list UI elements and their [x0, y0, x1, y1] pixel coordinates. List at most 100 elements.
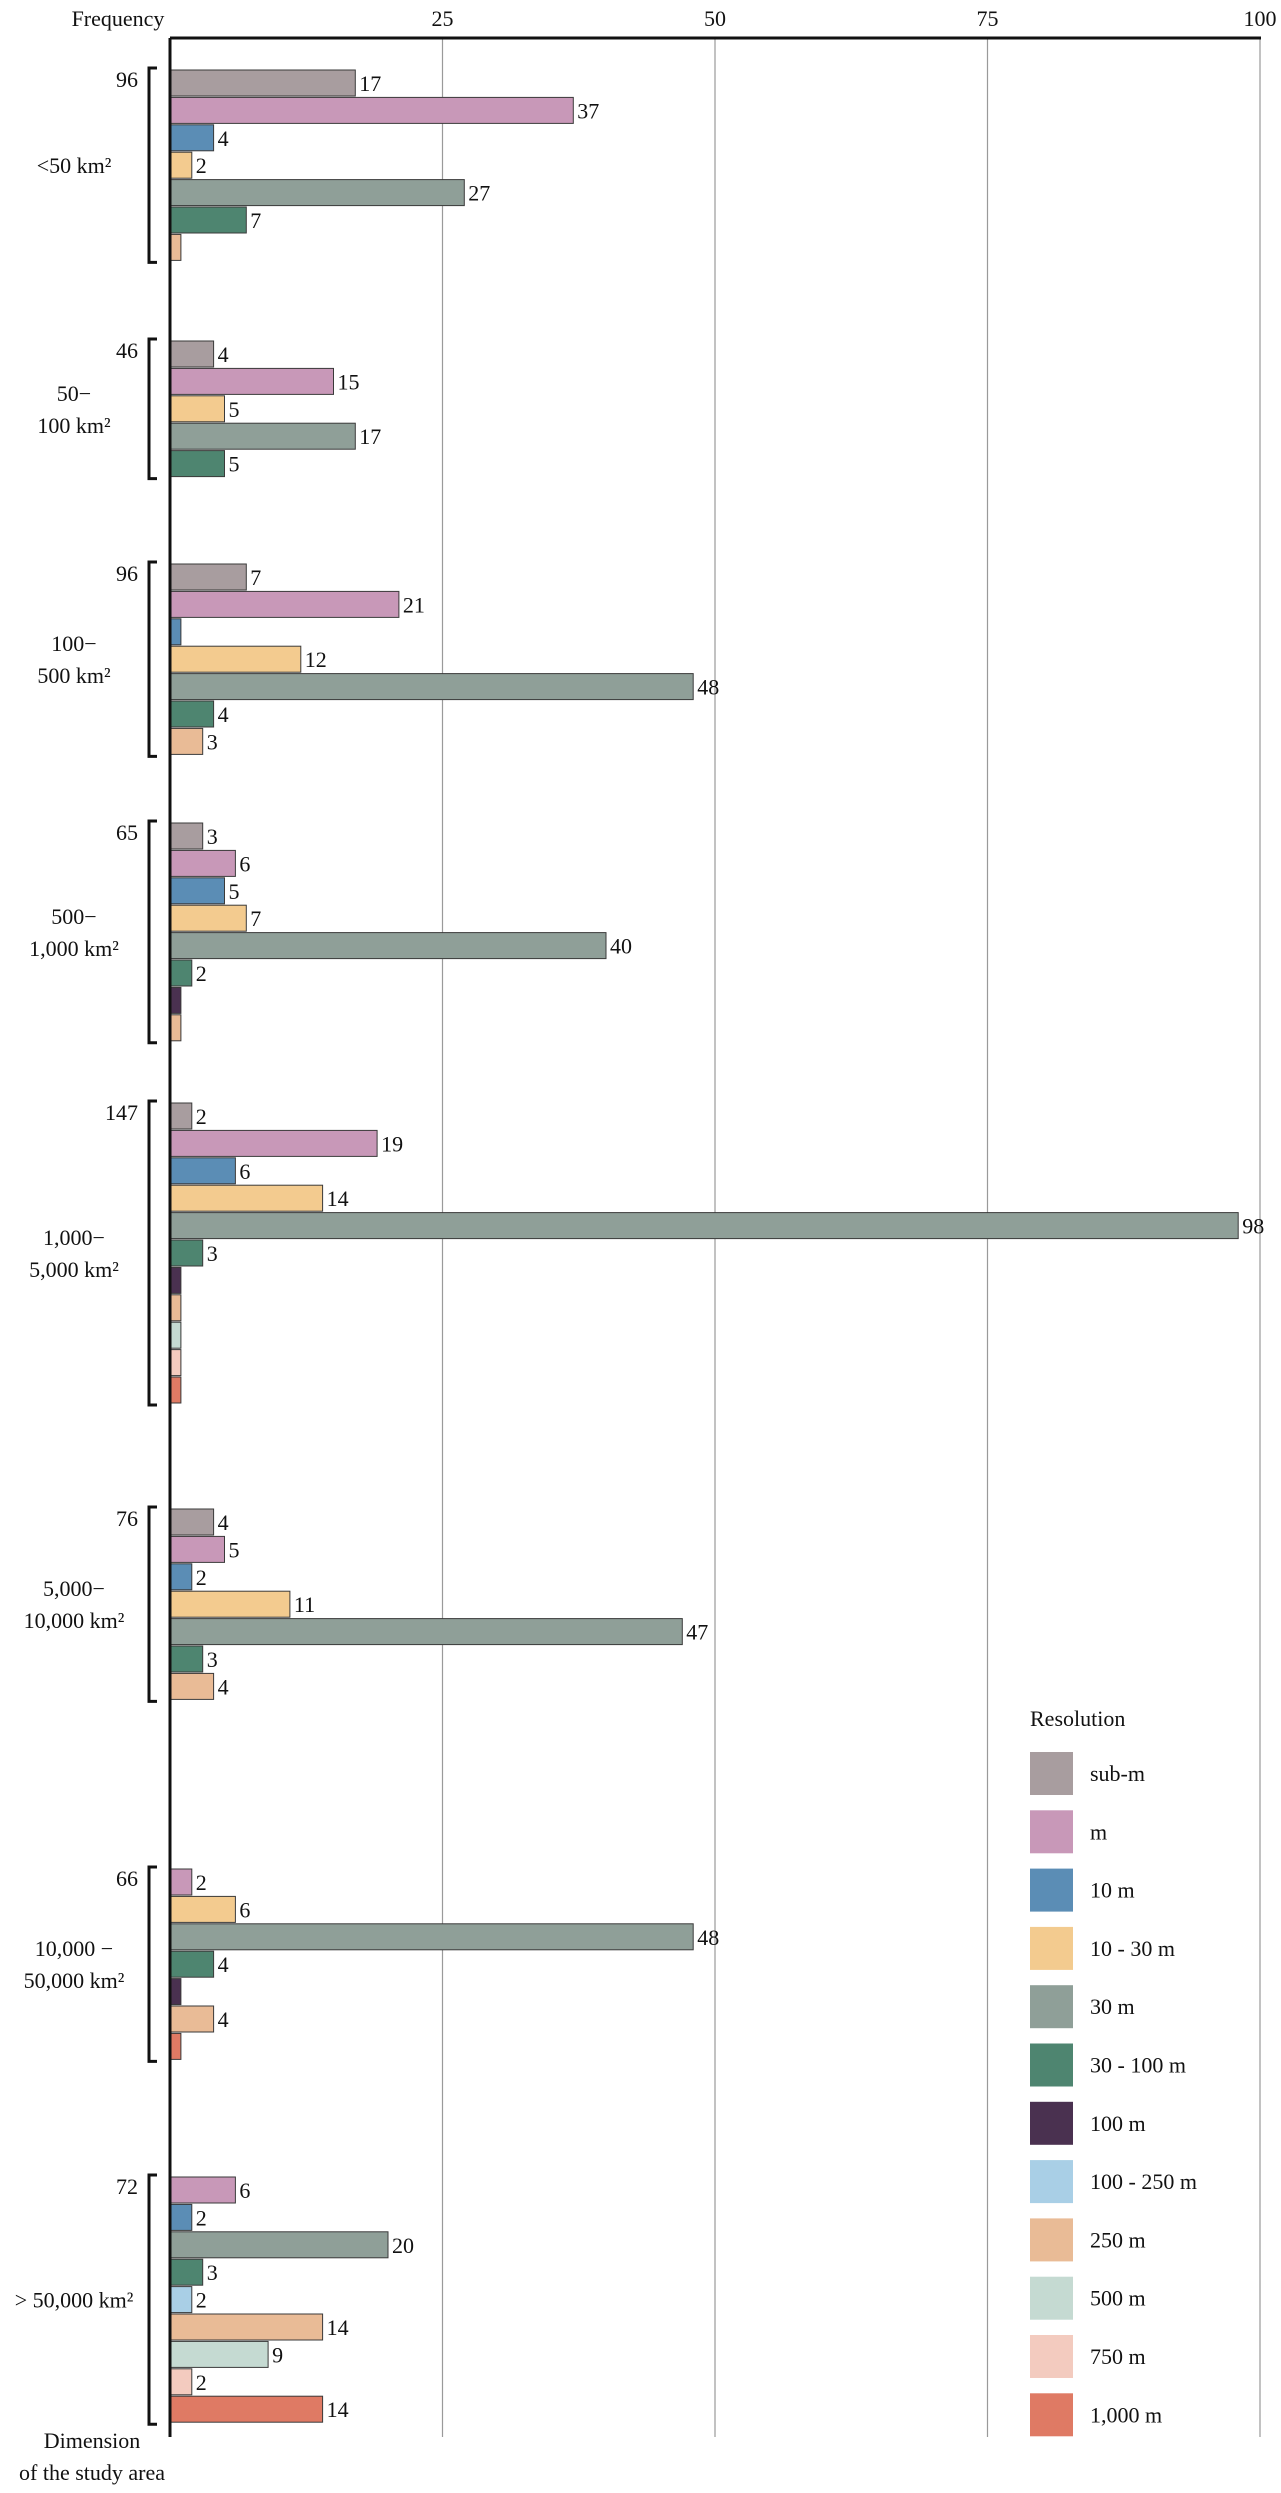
bar-value-label: 12 — [305, 647, 327, 672]
group-bracket — [147, 560, 157, 758]
bar-value-label: 6 — [239, 1897, 250, 1922]
group-label: 100− 500 km² — [37, 631, 111, 688]
legend-swatch — [1030, 1985, 1073, 2029]
group-bracket — [147, 2173, 157, 2426]
legend-swatch — [1030, 2276, 1073, 2320]
group-label-line: 500− — [51, 904, 96, 929]
bar — [169, 2368, 193, 2396]
legend-swatch — [1030, 2393, 1073, 2437]
bar-value-label: 2 — [196, 961, 207, 986]
group-total: 96 — [116, 561, 138, 586]
bar — [169, 877, 225, 905]
x-tick-label: 100 — [1244, 6, 1277, 31]
bar — [169, 1157, 236, 1185]
bar-value-label: 9 — [272, 2342, 283, 2367]
bar-value-label: 4 — [218, 1510, 229, 1535]
bar-value-label: 4 — [218, 126, 229, 151]
legend-item: 10 - 30 m — [1030, 1926, 1175, 1970]
legend-swatch — [1030, 2101, 1073, 2145]
bar — [169, 233, 182, 261]
bar-value-label: 4 — [218, 2007, 229, 2032]
bar-value-label: 6 — [239, 851, 250, 876]
bar — [169, 450, 225, 478]
bar — [169, 1102, 193, 1130]
group-labels: 96 <50 km² 46 50− 100 km² 96 100− 500 km² 65 500−… — [15, 66, 157, 2426]
bar-value-label: 2 — [196, 1565, 207, 1590]
bar — [169, 1321, 182, 1349]
bar — [169, 590, 400, 618]
bar — [169, 1978, 182, 2006]
legend-label: 750 m — [1090, 2344, 1146, 2369]
bar — [169, 340, 215, 368]
bar-value-label: 5 — [229, 397, 240, 422]
bar — [169, 1923, 694, 1951]
legend-item: 750 m — [1030, 2335, 1146, 2378]
bar-value-label: 19 — [381, 1131, 403, 1156]
group-bracket — [147, 337, 157, 481]
legend-label: 30 - 100 m — [1090, 2053, 1186, 2078]
bar — [169, 1184, 324, 1212]
bar-value-label: 4 — [218, 1952, 229, 1977]
bar-value-label: 37 — [577, 98, 599, 123]
bar-value-label: 6 — [239, 2178, 250, 2203]
bar-value-label: 3 — [207, 1647, 218, 1672]
legend-swatch — [1030, 1868, 1073, 1912]
bar-value-label: 11 — [294, 1592, 315, 1617]
group-label-line: 5,000− — [43, 1576, 105, 1601]
legend-label: 250 m — [1090, 2227, 1146, 2252]
legend-label: 100 - 250 m — [1090, 2169, 1197, 2194]
group-label-line: > 50,000 km² — [15, 2288, 134, 2313]
bar — [169, 986, 182, 1014]
bar — [169, 673, 694, 701]
bar — [169, 2340, 269, 2368]
legend-item: 250 m — [1030, 2218, 1146, 2262]
group-label: 500− 1,000 km² — [29, 904, 119, 961]
bar — [169, 1239, 204, 1267]
legend-title: Resolution — [1030, 1706, 1125, 1731]
group-total: 66 — [116, 1866, 138, 1891]
axes — [168, 36, 1261, 2437]
group-label: > 50,000 km² — [15, 2288, 134, 2313]
legend-swatch — [1030, 1810, 1073, 1854]
bar-value-label: 47 — [686, 1620, 708, 1645]
x-axis-title: Frequency — [72, 6, 165, 31]
bar-value-label: 6 — [239, 1159, 250, 1184]
legend-item: m — [1030, 1810, 1107, 1854]
group-label: <50 km² — [37, 153, 112, 178]
legend-label: 10 - 30 m — [1090, 1936, 1175, 1961]
group-total: 147 — [105, 1100, 138, 1125]
bar — [169, 1590, 291, 1618]
bar-value-label: 3 — [207, 1241, 218, 1266]
bar — [169, 395, 225, 423]
bar — [169, 959, 193, 987]
bar-group: 36 57 40 2 — [169, 822, 632, 1042]
bar — [169, 849, 236, 877]
group-label-line: 50,000 km² — [24, 1968, 125, 1993]
bar — [169, 1618, 683, 1646]
bar — [169, 2286, 193, 2314]
y-axis-title-line: of the study area — [19, 2460, 165, 2485]
legend-swatch — [1030, 2218, 1073, 2262]
bar-value-label: 5 — [229, 879, 240, 904]
legend-swatch — [1030, 2160, 1073, 2204]
group-label: 50− 100 km² — [37, 381, 111, 438]
bar-value-label: 2 — [196, 2288, 207, 2313]
group-bracket — [147, 66, 157, 264]
bar — [169, 124, 215, 152]
bar — [169, 563, 247, 591]
bar — [169, 618, 182, 646]
bar — [169, 1950, 215, 1978]
group-bracket — [147, 1865, 157, 2063]
legend: Resolution sub-m m 10 m 10 - 30 m 30 m 30 - 1… — [1030, 1706, 1197, 2437]
bar-value-label: 3 — [207, 729, 218, 754]
bar-value-label: 7 — [250, 906, 261, 931]
bar-value-label: 3 — [207, 2260, 218, 2285]
bar-value-label: 4 — [218, 1674, 229, 1699]
bar-value-label: 14 — [327, 2315, 349, 2340]
bar — [169, 1563, 193, 1591]
bar-value-label: 15 — [338, 369, 360, 394]
legend-swatch — [1030, 2043, 1073, 2087]
bar-value-label: 14 — [327, 1186, 349, 1211]
